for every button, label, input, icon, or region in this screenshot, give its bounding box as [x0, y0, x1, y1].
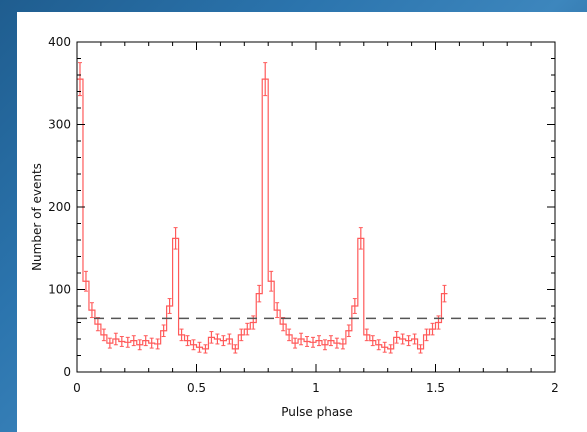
error-bar — [185, 335, 190, 347]
error-bar — [107, 337, 112, 349]
error-bar — [179, 328, 184, 342]
error-bar — [233, 344, 238, 354]
y-tick-label: 0 — [63, 365, 71, 379]
error-bar — [316, 335, 321, 347]
error-bar — [340, 338, 345, 350]
error-bar — [311, 336, 316, 348]
error-bar — [209, 331, 214, 344]
error-bar — [352, 298, 357, 314]
error-bar — [197, 341, 202, 353]
x-tick-label: 2 — [551, 381, 559, 395]
y-tick-label: 100 — [48, 283, 71, 297]
y-tick-label: 400 — [48, 35, 71, 49]
error-bar — [275, 302, 280, 319]
x-tick-label: 0 — [73, 381, 81, 395]
error-bar — [400, 333, 405, 345]
error-bar — [119, 336, 124, 347]
error-bar — [167, 298, 172, 314]
pulse-profile-chart: 0 0.5 1 1.5 2 0 100 200 300 400 Pulse phase Numbe… — [30, 35, 559, 419]
error-bar — [83, 270, 88, 292]
error-bar — [287, 328, 292, 342]
error-bar — [376, 339, 381, 351]
error-bar — [269, 270, 274, 292]
plot-frame — [76, 41, 556, 373]
error-bar — [89, 302, 94, 319]
error-bar — [299, 332, 304, 346]
error-bar — [161, 324, 166, 338]
error-bar — [322, 339, 327, 351]
error-bar — [430, 322, 435, 336]
error-bar — [245, 322, 250, 336]
error-bar — [334, 337, 339, 349]
error-bar — [191, 339, 196, 351]
error-bar — [364, 328, 369, 342]
x-tick-label: 1 — [312, 381, 320, 395]
error-bar — [101, 328, 106, 342]
error-bar — [203, 344, 208, 354]
chart-panel: 0 0.5 1 1.5 2 0 100 200 300 400 Pulse phase Numbe… — [17, 12, 587, 432]
error-bar — [173, 227, 178, 250]
error-bar — [149, 337, 154, 349]
error-bar — [358, 227, 363, 250]
error-bar — [382, 341, 387, 353]
x-tick-label: 0.5 — [187, 381, 206, 395]
error-bar — [125, 336, 130, 348]
error-bar — [406, 335, 411, 347]
error-bar — [95, 317, 100, 332]
error-bar — [328, 335, 333, 347]
y-axis-label: Number of events — [30, 163, 44, 271]
error-bar — [418, 344, 423, 354]
error-bar — [293, 337, 298, 349]
error-bar — [113, 332, 118, 346]
x-tick-label: 1.5 — [426, 381, 445, 395]
error-bar — [263, 62, 268, 97]
error-bar — [370, 335, 375, 347]
error-bar — [215, 333, 220, 345]
error-bar — [412, 333, 417, 345]
error-bar — [221, 335, 226, 347]
y-tick-label: 300 — [48, 118, 71, 132]
error-bar — [346, 324, 351, 338]
error-bar — [143, 335, 148, 347]
error-bar — [131, 335, 136, 347]
histogram-step-line — [77, 78, 448, 350]
y-tick-label: 200 — [48, 200, 71, 214]
error-bar — [281, 317, 286, 332]
error-bar — [394, 331, 399, 344]
error-bar — [442, 284, 447, 303]
error-bar — [77, 62, 82, 97]
x-axis-label: Pulse phase — [281, 405, 353, 419]
error-bar — [155, 338, 160, 350]
error-bar — [227, 333, 232, 345]
error-bar — [424, 328, 429, 342]
error-bar — [239, 328, 244, 342]
error-bar — [305, 336, 310, 347]
error-bar — [137, 339, 142, 351]
error-bar — [257, 284, 262, 303]
error-bar — [388, 344, 393, 354]
